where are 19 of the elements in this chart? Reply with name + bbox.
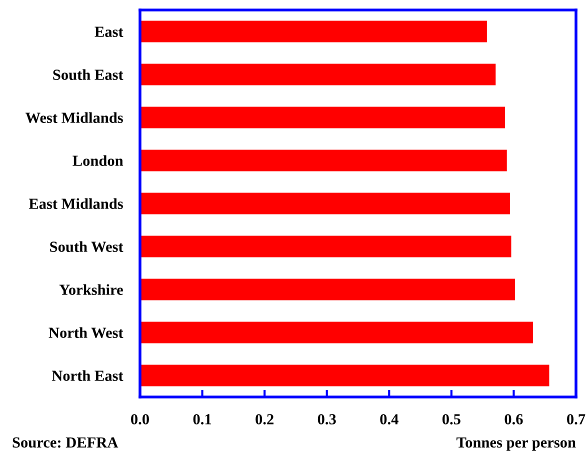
y-tick-label: North East bbox=[52, 370, 124, 381]
y-tick-label: London bbox=[72, 155, 124, 166]
y-tick-label: South East bbox=[53, 69, 124, 80]
x-tick-label: 0.3 bbox=[318, 414, 336, 424]
x-tick-label: 0.2 bbox=[256, 414, 274, 424]
y-tick-label: West Midlands bbox=[25, 112, 123, 124]
y-tick-label: North West bbox=[48, 327, 124, 338]
y-tick-label: East bbox=[94, 26, 124, 37]
source-note: Source: DEFRA bbox=[12, 437, 118, 448]
x-tick-label: 0.6 bbox=[504, 414, 523, 424]
x-tick-label: 0.7 bbox=[567, 414, 586, 424]
y-tick-label: Yorkshire bbox=[59, 284, 123, 295]
x-tick-label: 0.5 bbox=[442, 414, 460, 424]
x-tick-label: 0.4 bbox=[380, 414, 398, 424]
x-axis-title: Tonnes per person bbox=[456, 437, 576, 451]
x-tick-label: 0.1 bbox=[193, 414, 212, 424]
y-tick-label: South West bbox=[50, 241, 124, 252]
x-tick-label: 0.0 bbox=[131, 414, 149, 424]
y-tick-label: East Midlands bbox=[28, 198, 123, 209]
